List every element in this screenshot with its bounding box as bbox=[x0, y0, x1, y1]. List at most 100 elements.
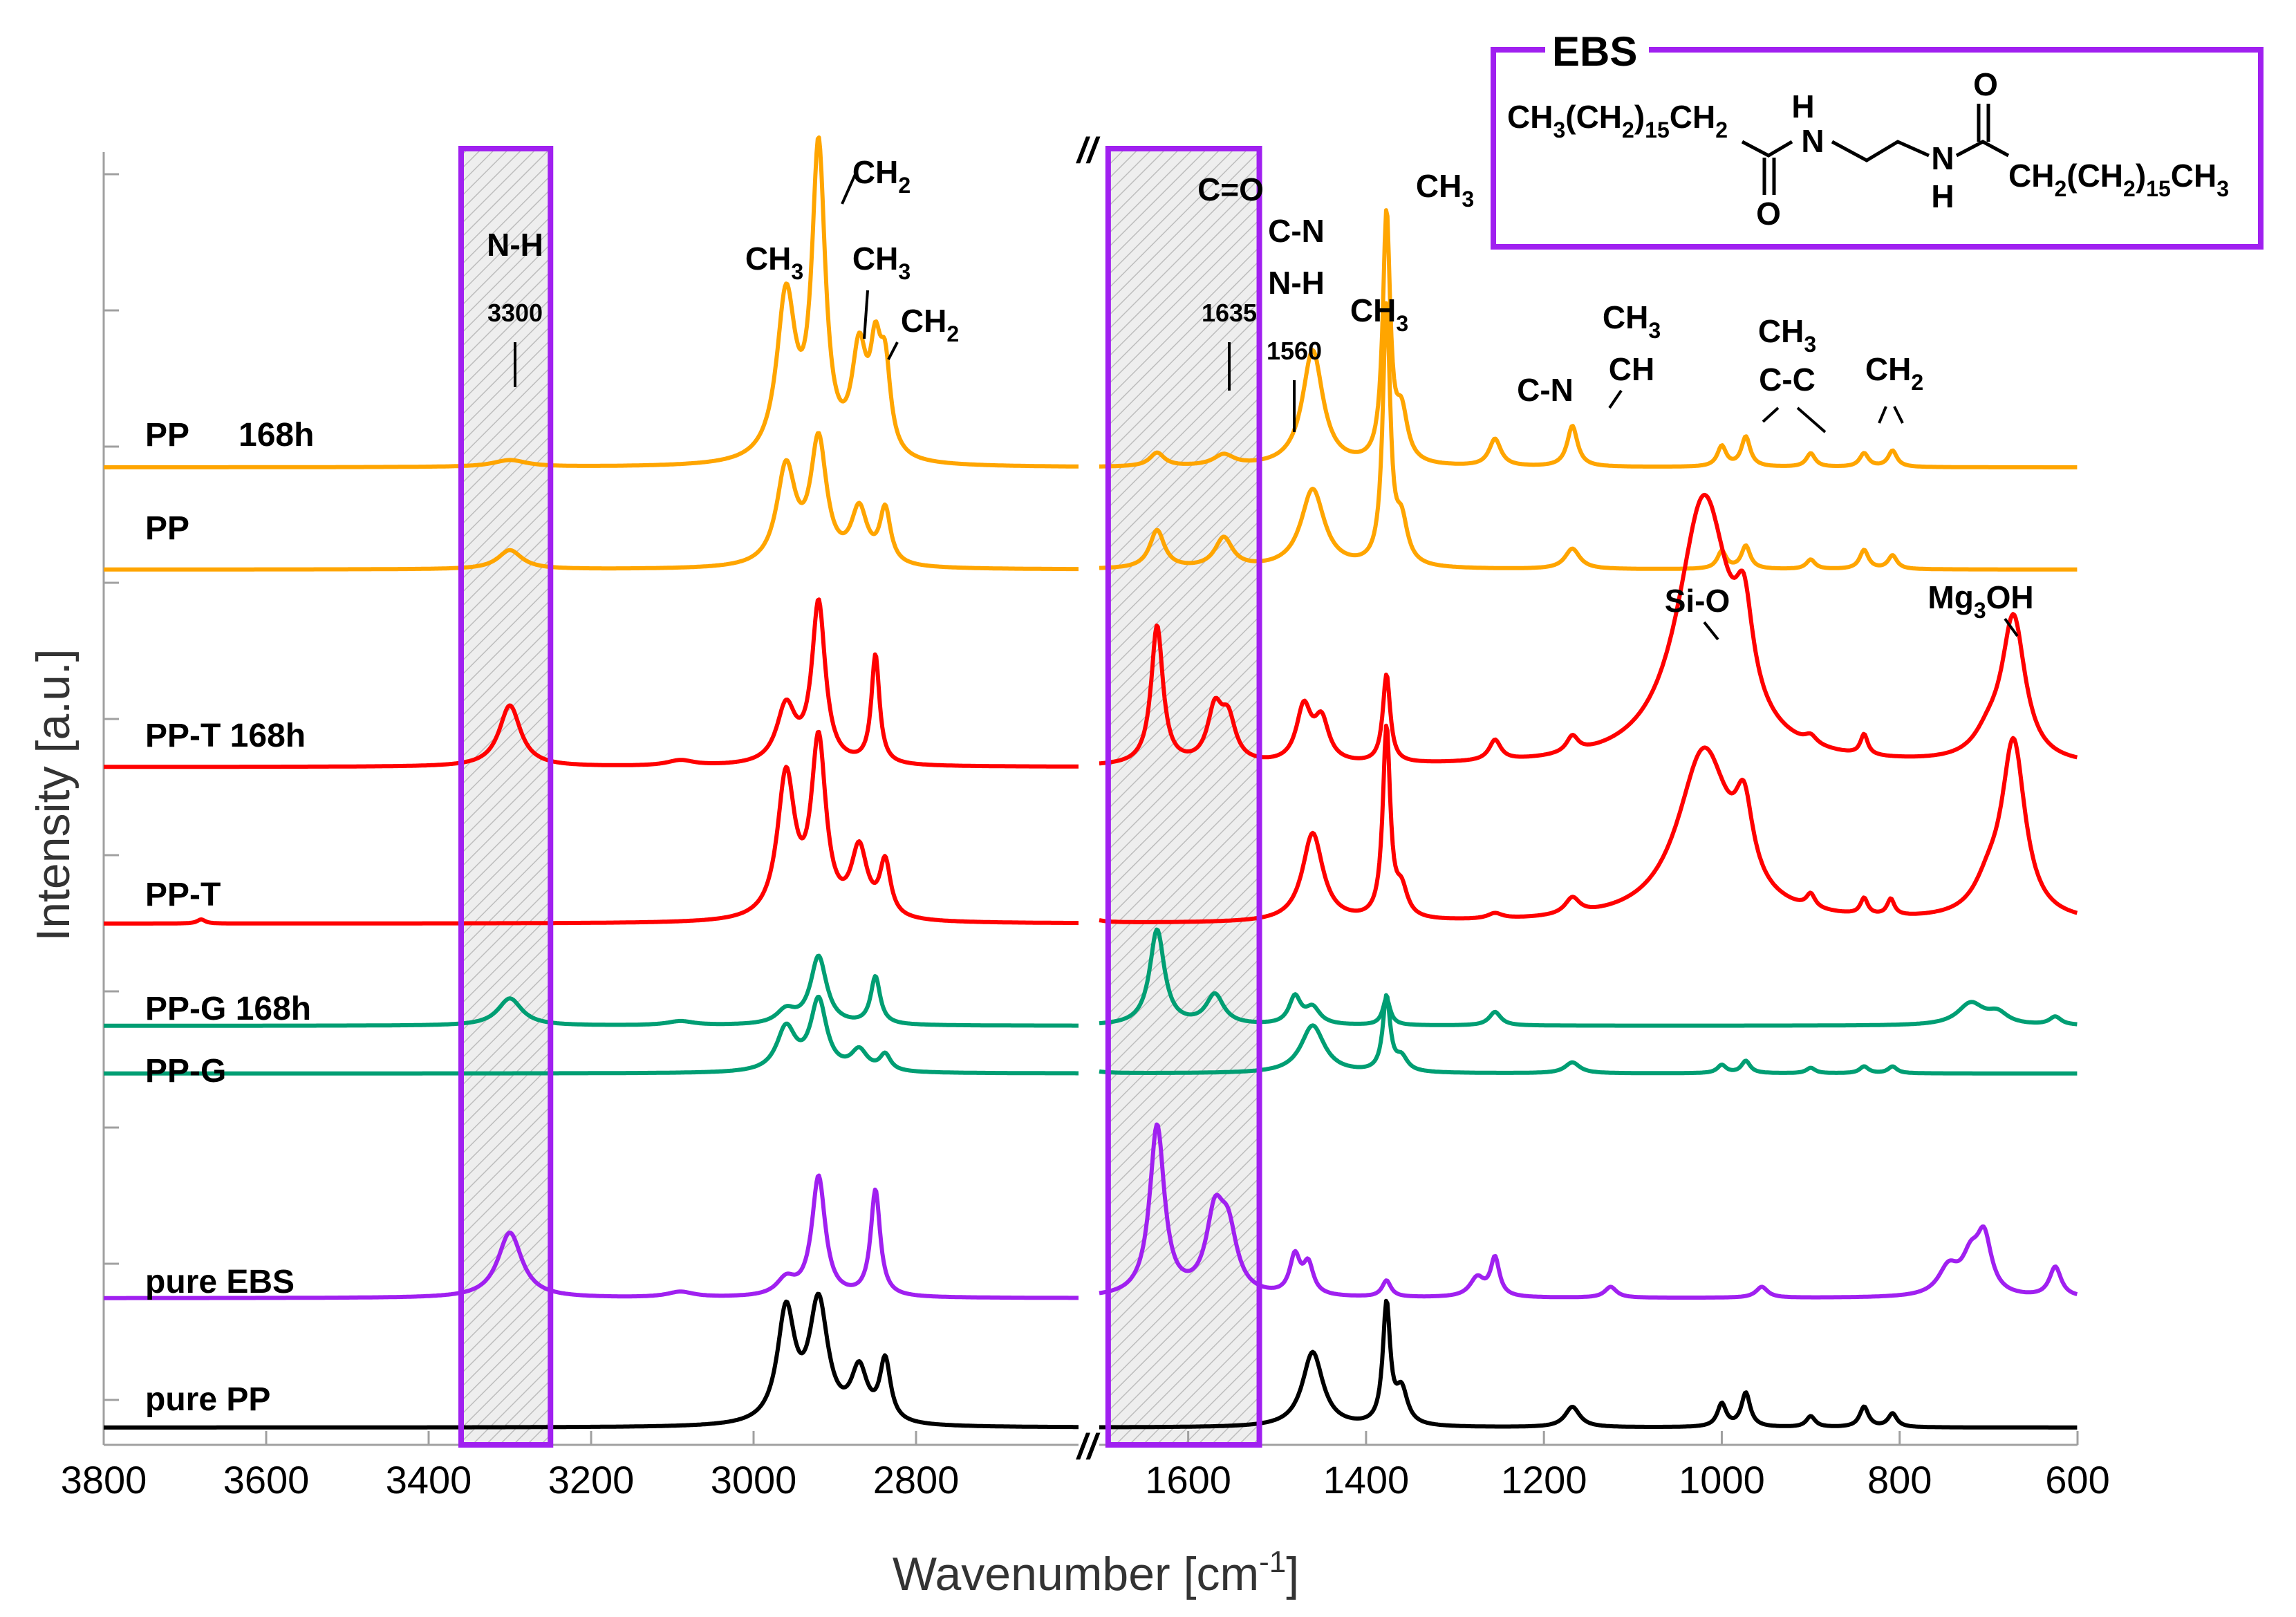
series-label-ppt-168h: PP-T 168h bbox=[145, 718, 306, 754]
series-label-ppg-168h: PP-G 168h bbox=[145, 991, 311, 1027]
annot-ch2-2920-line bbox=[841, 172, 857, 205]
ebs-bonds bbox=[1741, 104, 2010, 195]
series-line-7-seg-1 bbox=[1098, 1298, 2078, 1430]
annot-ch3-1377: CH3 bbox=[1416, 168, 1474, 212]
series-label-pure-pp: pure PP bbox=[145, 1381, 270, 1418]
ebs-bond-chain-left bbox=[1741, 140, 1793, 158]
x-tick-label-3000: 3000 bbox=[711, 1458, 797, 1502]
highlight-region-border-0 bbox=[458, 146, 554, 1448]
ebs-atom-n-right: N bbox=[1931, 140, 1954, 176]
annotations: N-H 3300 CH3 CH2 CH3 CH2 C=O C-N N-H 163… bbox=[487, 154, 2034, 641]
x-tick-label-3800: 3800 bbox=[61, 1458, 147, 1502]
x-tick-label-1200: 1200 bbox=[1501, 1458, 1587, 1502]
annot-mg3oh-oh: OH bbox=[1986, 579, 2034, 615]
annot-ch2-808: CH2 bbox=[1865, 351, 1923, 395]
series-line-1-seg-0 bbox=[102, 431, 1080, 572]
x-axis-title-sup: -1 bbox=[1259, 1545, 1286, 1579]
annot-cn-1: C-N bbox=[1268, 213, 1325, 249]
series-line-6-seg-1 bbox=[1098, 1122, 2078, 1300]
annot-ch3-2960: CH3 bbox=[745, 241, 803, 284]
ebs-title: EBS bbox=[1552, 28, 1637, 75]
annot-ch3-1460: CH3 bbox=[1350, 292, 1408, 336]
x-tick-label-800: 800 bbox=[1867, 1458, 1932, 1502]
ebs-left-ch2-open: (CH bbox=[1565, 99, 1622, 135]
annot-ch3-1168-sub: 3 bbox=[1648, 318, 1661, 343]
ebs-atom-o-left: O bbox=[1756, 196, 1781, 232]
annot-ch3-1460-base: CH bbox=[1350, 292, 1396, 328]
series-line-3-seg-0 bbox=[102, 729, 1080, 926]
annot-ch2-2850: CH2 bbox=[901, 303, 959, 346]
ebs-title-bg bbox=[1545, 28, 1649, 69]
ebs-atom-n-left: N bbox=[1801, 123, 1824, 159]
series-line-6-seg-0 bbox=[102, 1173, 1080, 1300]
ebs-box-frame bbox=[1491, 47, 2264, 250]
y-axis-title: Intensity [a.u.] bbox=[27, 648, 80, 941]
x-ticks: 3800 3600 3400 3200 3000 2800 1600 1400 1200 1000… bbox=[61, 1431, 2110, 1502]
annot-cc-line-b bbox=[1796, 406, 1827, 433]
annot-ch3-1377-sub: 3 bbox=[1462, 187, 1474, 212]
x-tick-label-600: 600 bbox=[2045, 1458, 2109, 1502]
ebs-atom-o-right: O bbox=[1973, 66, 1998, 102]
ebs-left-close: ) bbox=[1634, 99, 1645, 135]
x-tick-label-1600: 1600 bbox=[1145, 1458, 1231, 1502]
annot-ch2-2920-base: CH bbox=[852, 154, 898, 190]
ebs-right-sub2b: 2 bbox=[2123, 176, 2136, 201]
annot-ch2-2850-sub: 2 bbox=[946, 321, 959, 346]
annot-cc-line-a bbox=[1762, 406, 1780, 423]
annot-ch3-1168: CH3 bbox=[1603, 299, 1661, 343]
annot-mg3oh-line bbox=[2004, 617, 2019, 637]
annot-ch3-cc-base: CH bbox=[1758, 313, 1804, 349]
annot-ch3-1460-sub: 3 bbox=[1396, 311, 1408, 336]
ebs-bond-chain-right bbox=[1955, 140, 2010, 158]
annot-ch2-808-sub: 2 bbox=[1911, 370, 1923, 395]
series-line-1-seg-1 bbox=[1098, 301, 2078, 572]
highlight-region-border-1 bbox=[1105, 146, 1262, 1448]
axis-break-bottom: // bbox=[1076, 1427, 1101, 1467]
annot-ch2-2920-sub: 2 bbox=[898, 173, 911, 198]
ebs-right-ch3: CH bbox=[2171, 158, 2216, 194]
ebs-right-sub15: 15 bbox=[2146, 176, 2171, 201]
annot-3300: 3300 bbox=[487, 299, 543, 327]
annot-ch3-2960-base: CH bbox=[745, 241, 791, 277]
series-line-2-seg-0 bbox=[102, 597, 1080, 769]
series-labels: PP 168h PP PP-T 168h PP-T PP-G 168h PP-G… bbox=[145, 417, 314, 1418]
annot-ch2-2920: CH2 bbox=[852, 154, 911, 198]
ebs-right-close: ) bbox=[2136, 158, 2146, 194]
ebs-right-ch: CH bbox=[2008, 158, 2054, 194]
ebs-atom-h-bottom: H bbox=[1931, 178, 1954, 214]
annot-mg3oh-sub: 3 bbox=[1974, 598, 1986, 623]
series-label-pp: PP bbox=[145, 510, 189, 547]
series-label-ppg: PP-G bbox=[145, 1053, 226, 1090]
annot-co: C=O bbox=[1197, 171, 1264, 207]
x-axis-title-end: ] bbox=[1286, 1548, 1299, 1600]
series-line-4-seg-1 bbox=[1098, 927, 2078, 1028]
series-line-0-seg-0 bbox=[102, 135, 1080, 469]
annot-sio-line bbox=[1703, 621, 1719, 641]
annot-ch2-2850-base: CH bbox=[901, 303, 946, 339]
ebs-left-sub3: 3 bbox=[1553, 118, 1565, 142]
series-line-2-seg-1 bbox=[1098, 492, 2078, 766]
annot-ch-1168-line bbox=[1608, 389, 1623, 409]
series-line-4-seg-0 bbox=[102, 953, 1080, 1028]
ebs-left-ch: CH bbox=[1507, 99, 1553, 135]
x-axis-title: Wavenumber [cm-1] bbox=[893, 1545, 1299, 1600]
series-line-5-seg-1 bbox=[1098, 993, 2078, 1076]
x-tick-label-3600: 3600 bbox=[223, 1458, 310, 1502]
annot-cn-1255: C-N bbox=[1517, 372, 1574, 408]
series-line-0-seg-1 bbox=[1098, 208, 2078, 469]
annot-ch3-2870-base: CH bbox=[852, 241, 898, 277]
x-tick-label-2800: 2800 bbox=[873, 1458, 960, 1502]
x-axis-title-base: Wavenumber [cm bbox=[893, 1548, 1259, 1600]
ebs-right-sub2a: 2 bbox=[2054, 176, 2066, 201]
annot-ch-1168: CH bbox=[1609, 351, 1654, 387]
ebs-left-sub15: 15 bbox=[1645, 118, 1670, 142]
ebs-right-ch2-open: (CH bbox=[2066, 158, 2123, 194]
ebs-left-sub2a: 2 bbox=[1622, 118, 1634, 142]
annot-ch2-808-base: CH bbox=[1865, 351, 1911, 387]
annot-1635: 1635 bbox=[1202, 299, 1257, 327]
annot-ch3-1168-base: CH bbox=[1603, 299, 1648, 335]
ebs-right-chain: CH2(CH2)15CH3 bbox=[2008, 158, 2229, 201]
series-group bbox=[102, 135, 2078, 1430]
annot-1560: 1560 bbox=[1267, 337, 1322, 365]
